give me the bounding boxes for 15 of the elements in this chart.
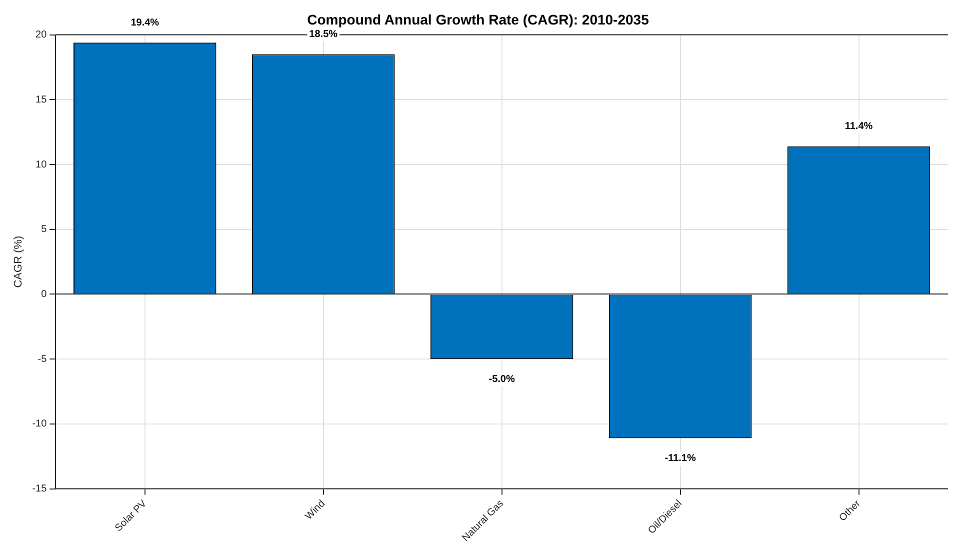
- y-tick-label: -15: [32, 484, 48, 495]
- chart-title: Compound Annual Growth Rate (CAGR): 2010-2035: [307, 11, 650, 28]
- data-label: -11.1%: [664, 452, 696, 464]
- y-tick-label: 5: [41, 224, 48, 236]
- data-label: 19.4%: [130, 17, 160, 28]
- data-label: -5.0%: [488, 374, 515, 385]
- data-label: 11.4%: [844, 121, 873, 132]
- y-tick-label: 0: [41, 288, 48, 300]
- y-tick-label: 20: [36, 30, 48, 41]
- y-tick-label: 15: [36, 94, 48, 106]
- data-label: 18.5%: [309, 29, 338, 40]
- y-tick-label: 10: [36, 159, 48, 170]
- y-axis-title: CAGR (%): [12, 236, 25, 288]
- y-tick-label: -10: [32, 418, 48, 430]
- y-tick-label: -5: [38, 354, 48, 365]
